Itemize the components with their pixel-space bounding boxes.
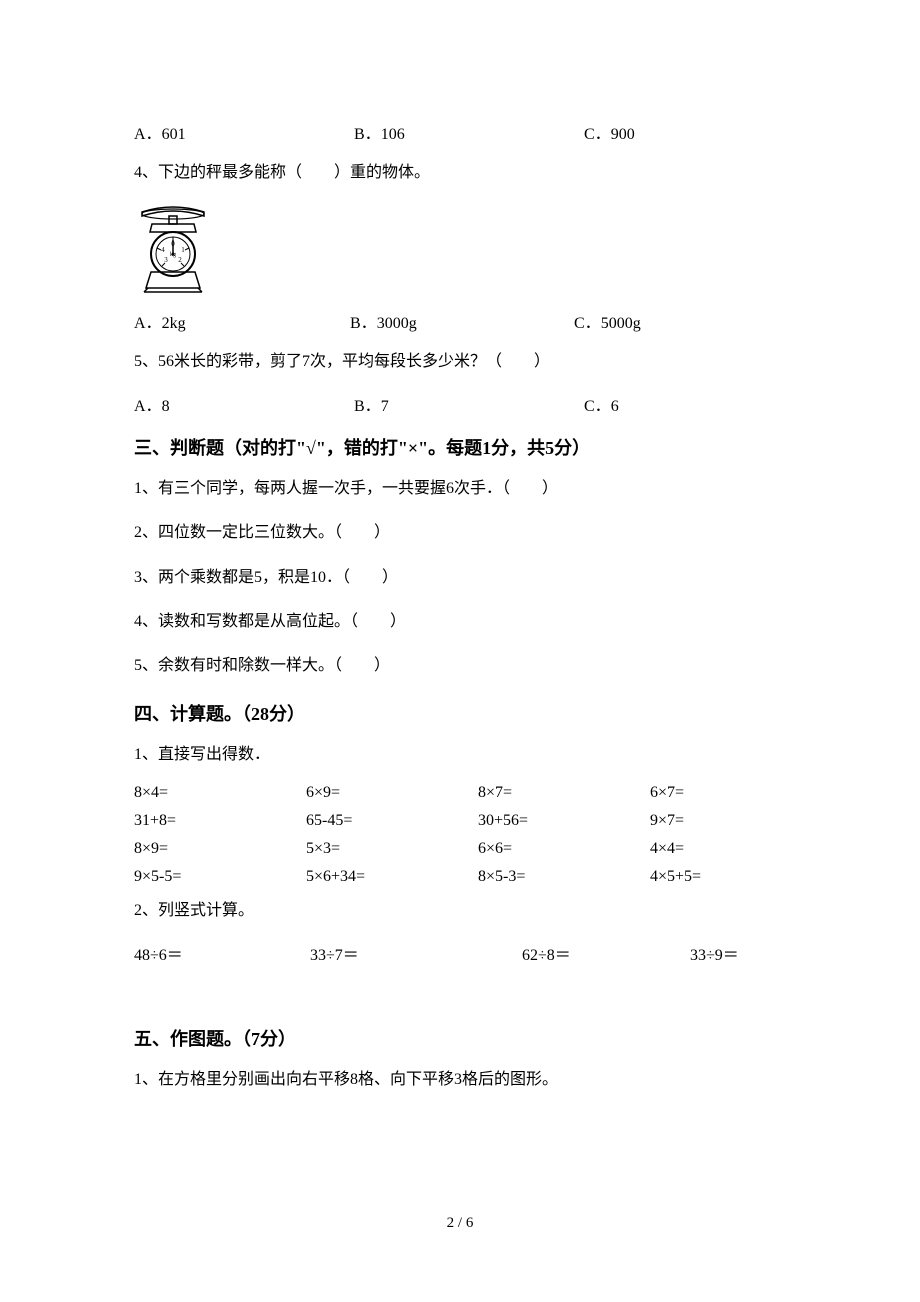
option-value: 6: [611, 398, 619, 415]
option-value: 2kg: [162, 315, 186, 332]
svg-text:3: 3: [164, 256, 168, 264]
calc-row: 8×9= 5×3= 6×6= 4×4=: [134, 840, 786, 858]
calc-cell: 8×4=: [134, 784, 306, 802]
q5-text: 5、56米长的彩带，剪了7次，平均每段长多少米？（ ）: [134, 347, 786, 377]
option-value: 106: [381, 126, 405, 143]
section4-sub2: 2、列竖式计算。: [134, 896, 786, 926]
q4-options: A．2kg B．3000g C．5000g: [134, 309, 786, 333]
calc-cell: 9×5-5=: [134, 868, 306, 886]
option-value: 7: [381, 398, 389, 415]
q5-option-c: C．6: [584, 392, 786, 416]
q4-text: 4、下边的秤最多能称（ ）重的物体。: [134, 158, 786, 188]
calc-cell: 8×7=: [478, 784, 650, 802]
section5-item1: 1、在方格里分别画出向右平移8格、向下平移3格后的图形。: [134, 1065, 786, 1095]
option-value: 8: [162, 398, 170, 415]
vert-cell: 33÷9＝: [690, 941, 786, 965]
calc-cell: 8×9=: [134, 840, 306, 858]
section3-title: 三、判断题（对的打"√"，错的打"×"。每题1分，共5分）: [134, 434, 786, 460]
page-number: 2 / 6: [0, 1215, 920, 1232]
vert-cell: 62÷8＝: [522, 941, 690, 965]
calc-cell: 30+56=: [478, 812, 650, 830]
calc-cell: 5×6+34=: [306, 868, 478, 886]
q4-option-c: C．5000g: [574, 309, 786, 333]
section3-item: 4、读数和写数都是从高位起。（ ）: [134, 607, 786, 637]
q4-option-b: B．3000g: [350, 309, 574, 333]
option-label: B．: [350, 315, 377, 332]
option-label: B．: [354, 126, 381, 143]
q4-option-a: A．2kg: [134, 309, 350, 333]
calc-cell: 65-45=: [306, 812, 478, 830]
calc-cell: 6×7=: [650, 784, 786, 802]
option-label: C．: [584, 126, 611, 143]
calc-cell: 31+8=: [134, 812, 306, 830]
vertical-calc-row: 48÷6＝ 33÷7＝ 62÷8＝ 33÷9＝: [134, 941, 786, 965]
option-value: 900: [611, 126, 635, 143]
option-label: C．: [574, 315, 601, 332]
option-label: A．: [134, 315, 162, 332]
calc-cell: 8×5-3=: [478, 868, 650, 886]
option-value: 601: [162, 126, 186, 143]
calc-row: 8×4= 6×9= 8×7= 6×7=: [134, 784, 786, 802]
svg-text:4: 4: [161, 246, 165, 254]
q3-option-b: B．106: [354, 120, 584, 144]
vert-cell: 33÷7＝: [310, 941, 522, 965]
calc-cell: 9×7=: [650, 812, 786, 830]
option-label: B．: [354, 398, 381, 415]
calc-cell: 6×6=: [478, 840, 650, 858]
q3-option-c: C．900: [584, 120, 786, 144]
section4-title: 四、计算题。（28分）: [134, 700, 786, 726]
q3-option-a: A．601: [134, 120, 354, 144]
calc-cell: 5×3=: [306, 840, 478, 858]
option-label: A．: [134, 126, 162, 143]
option-label: A．: [134, 398, 162, 415]
option-value: 5000g: [601, 315, 641, 332]
q5-option-b: B．7: [354, 392, 584, 416]
scale-illustration: 0 1 2 3 4 kg: [134, 202, 786, 299]
q5-options: A．8 B．7 C．6: [134, 392, 786, 416]
svg-text:2: 2: [178, 256, 182, 264]
section3-item: 1、有三个同学，每两人握一次手，一共要握6次手．（ ）: [134, 474, 786, 504]
section4-sub1: 1、直接写出得数．: [134, 740, 786, 770]
q3-options: A．601 B．106 C．900: [134, 120, 786, 144]
section3-item: 3、两个乘数都是5，积是10．（ ）: [134, 563, 786, 593]
option-label: C．: [584, 398, 611, 415]
section5-title: 五、作图题。（7分）: [134, 1025, 786, 1051]
calc-cell: 4×5+5=: [650, 868, 786, 886]
calc-row: 9×5-5= 5×6+34= 8×5-3= 4×5+5=: [134, 868, 786, 886]
q5-option-a: A．8: [134, 392, 354, 416]
calc-cell: 4×4=: [650, 840, 786, 858]
calc-row: 31+8= 65-45= 30+56= 9×7=: [134, 812, 786, 830]
svg-text:1: 1: [181, 246, 185, 254]
vert-cell: 48÷6＝: [134, 941, 310, 965]
option-value: 3000g: [377, 315, 417, 332]
section3-item: 5、余数有时和除数一样大。（ ）: [134, 651, 786, 681]
section3-item: 2、四位数一定比三位数大。（ ）: [134, 518, 786, 548]
calc-cell: 6×9=: [306, 784, 478, 802]
